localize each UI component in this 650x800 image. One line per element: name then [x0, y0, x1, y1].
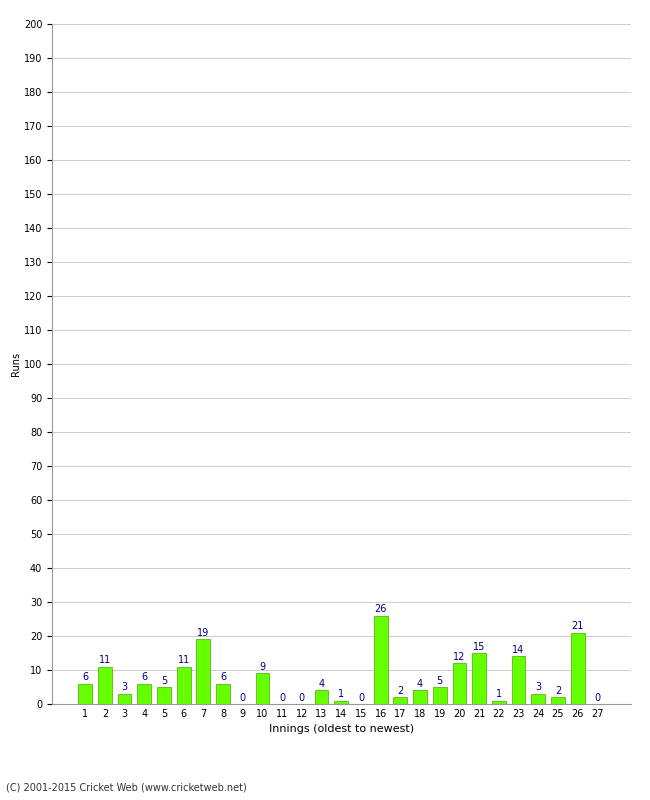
X-axis label: Innings (oldest to newest): Innings (oldest to newest)	[268, 725, 414, 734]
Text: 15: 15	[473, 642, 486, 652]
Y-axis label: Runs: Runs	[11, 352, 21, 376]
Bar	[571, 633, 584, 704]
Bar	[315, 690, 328, 704]
Text: 3: 3	[122, 682, 127, 693]
Text: 6: 6	[141, 672, 148, 682]
Text: 5: 5	[437, 676, 443, 686]
Text: 3: 3	[535, 682, 541, 693]
Bar	[393, 697, 408, 704]
Text: 0: 0	[240, 693, 246, 702]
Bar	[196, 639, 210, 704]
Bar	[334, 701, 348, 704]
Text: 21: 21	[571, 622, 584, 631]
Text: 4: 4	[318, 679, 324, 689]
Bar	[216, 683, 230, 704]
Text: 5: 5	[161, 676, 167, 686]
Bar	[551, 697, 565, 704]
Text: 4: 4	[417, 679, 423, 689]
Text: 2: 2	[555, 686, 561, 696]
Text: 0: 0	[594, 693, 601, 702]
Text: 1: 1	[338, 690, 344, 699]
Text: 0: 0	[279, 693, 285, 702]
Text: 0: 0	[358, 693, 364, 702]
Text: 6: 6	[82, 672, 88, 682]
Text: 12: 12	[453, 652, 465, 662]
Text: (C) 2001-2015 Cricket Web (www.cricketweb.net): (C) 2001-2015 Cricket Web (www.cricketwe…	[6, 782, 247, 792]
Text: 26: 26	[374, 604, 387, 614]
Bar	[473, 653, 486, 704]
Bar	[512, 656, 525, 704]
Bar	[255, 674, 269, 704]
Bar	[492, 701, 506, 704]
Text: 2: 2	[397, 686, 404, 696]
Bar	[137, 683, 151, 704]
Bar	[118, 694, 131, 704]
Bar	[157, 687, 171, 704]
Bar	[374, 616, 387, 704]
Text: 11: 11	[99, 655, 111, 666]
Bar	[98, 666, 112, 704]
Text: 0: 0	[299, 693, 305, 702]
Bar	[413, 690, 427, 704]
Text: 6: 6	[220, 672, 226, 682]
Bar	[452, 663, 466, 704]
Bar	[433, 687, 447, 704]
Text: 19: 19	[197, 628, 209, 638]
Text: 11: 11	[177, 655, 190, 666]
Text: 9: 9	[259, 662, 265, 672]
Bar	[78, 683, 92, 704]
Bar	[177, 666, 190, 704]
Text: 1: 1	[496, 690, 502, 699]
Text: 14: 14	[512, 645, 525, 655]
Bar	[531, 694, 545, 704]
